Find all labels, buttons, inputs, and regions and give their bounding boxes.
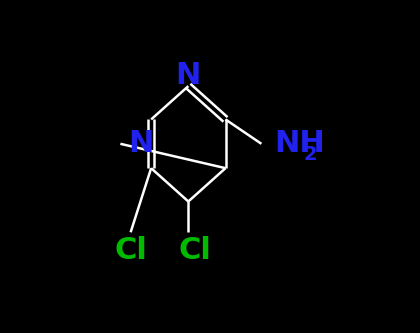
- Text: 2: 2: [304, 145, 318, 164]
- Text: N: N: [128, 129, 154, 158]
- Text: NH: NH: [274, 129, 325, 158]
- Text: Cl: Cl: [114, 236, 147, 265]
- Text: Cl: Cl: [178, 236, 211, 265]
- Text: N: N: [176, 61, 201, 90]
